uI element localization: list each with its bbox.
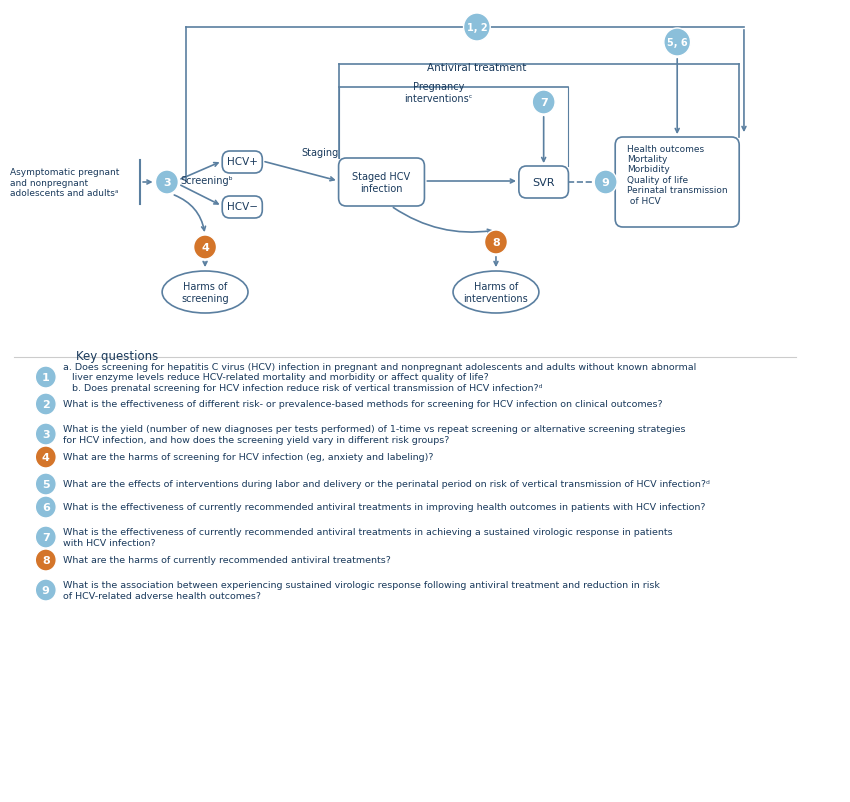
Text: 3: 3 [42, 429, 49, 439]
Text: 3: 3 [163, 178, 171, 188]
Text: Key questions: Key questions [76, 350, 159, 363]
FancyBboxPatch shape [615, 138, 740, 228]
Circle shape [36, 579, 56, 602]
Text: Asymptomatic pregnant
and nonpregnant
adolescents and adultsᵃ: Asymptomatic pregnant and nonpregnant ad… [9, 168, 119, 197]
Text: Staging: Staging [301, 148, 338, 158]
Text: 8: 8 [42, 555, 49, 565]
Text: 9: 9 [602, 178, 609, 188]
Text: What is the yield (number of new diagnoses per tests performed) of 1-time vs rep: What is the yield (number of new diagnos… [63, 425, 685, 444]
Text: 8: 8 [492, 237, 500, 248]
Text: What is the association between experiencing sustained virologic response follow: What is the association between experien… [63, 581, 660, 600]
Text: Screeningᵇ: Screeningᵇ [180, 176, 233, 186]
Text: a. Does screening for hepatitis C virus (HCV) infection in pregnant and nonpregn: a. Does screening for hepatitis C virus … [63, 363, 696, 392]
Circle shape [594, 171, 617, 195]
Text: Antiviral treatment: Antiviral treatment [428, 63, 527, 73]
Text: 7: 7 [42, 533, 49, 542]
Circle shape [36, 549, 56, 571]
Circle shape [156, 171, 178, 195]
Text: Harms of
interventions: Harms of interventions [463, 282, 529, 303]
Text: 4: 4 [201, 243, 209, 253]
Text: HCV+: HCV+ [227, 157, 258, 167]
Circle shape [36, 526, 56, 549]
Text: Pregnancy
interventionsᶜ: Pregnancy interventionsᶜ [405, 82, 473, 103]
Circle shape [36, 447, 56, 468]
Circle shape [36, 423, 56, 445]
Text: Staged HCV
infection: Staged HCV infection [353, 172, 411, 193]
Text: Health outcomes
Mortality
Morbidity
Quality of life
Perinatal transmission
 of H: Health outcomes Mortality Morbidity Qual… [627, 144, 728, 205]
Circle shape [36, 394, 56, 415]
Text: 1: 1 [42, 373, 49, 383]
Text: What is the effectiveness of different risk- or prevalence-based methods for scr: What is the effectiveness of different r… [63, 400, 663, 409]
FancyBboxPatch shape [518, 167, 569, 199]
Text: 6: 6 [42, 502, 49, 512]
Text: 5, 6: 5, 6 [667, 38, 688, 48]
FancyBboxPatch shape [222, 152, 263, 174]
Text: 1, 2: 1, 2 [467, 23, 487, 33]
Circle shape [36, 367, 56, 388]
Text: What are the harms of currently recommended antiviral treatments?: What are the harms of currently recommen… [63, 556, 391, 565]
Text: 7: 7 [540, 98, 547, 107]
Ellipse shape [162, 272, 248, 314]
Circle shape [194, 236, 217, 260]
Text: What are the harms of screening for HCV infection (eg, anxiety and labeling)?: What are the harms of screening for HCV … [63, 453, 434, 462]
FancyBboxPatch shape [338, 159, 424, 207]
Circle shape [664, 29, 690, 57]
Circle shape [463, 14, 490, 42]
Text: HCV−: HCV− [227, 202, 258, 212]
Text: 9: 9 [42, 585, 49, 595]
Circle shape [36, 496, 56, 518]
Circle shape [484, 231, 507, 255]
Circle shape [36, 473, 56, 496]
Ellipse shape [453, 272, 539, 314]
Text: Harms of
screening: Harms of screening [181, 282, 229, 303]
Text: 2: 2 [42, 399, 49, 410]
Circle shape [532, 91, 555, 115]
Text: What are the effects of interventions during labor and delivery or the perinatal: What are the effects of interventions du… [63, 480, 710, 489]
Text: 4: 4 [42, 452, 49, 463]
FancyBboxPatch shape [222, 196, 263, 219]
Text: What is the effectiveness of currently recommended antiviral treatments in achie: What is the effectiveness of currently r… [63, 528, 672, 547]
Text: SVR: SVR [532, 178, 555, 188]
Text: 5: 5 [42, 480, 49, 489]
Text: What is the effectiveness of currently recommended antiviral treatments in impro: What is the effectiveness of currently r… [63, 503, 706, 512]
